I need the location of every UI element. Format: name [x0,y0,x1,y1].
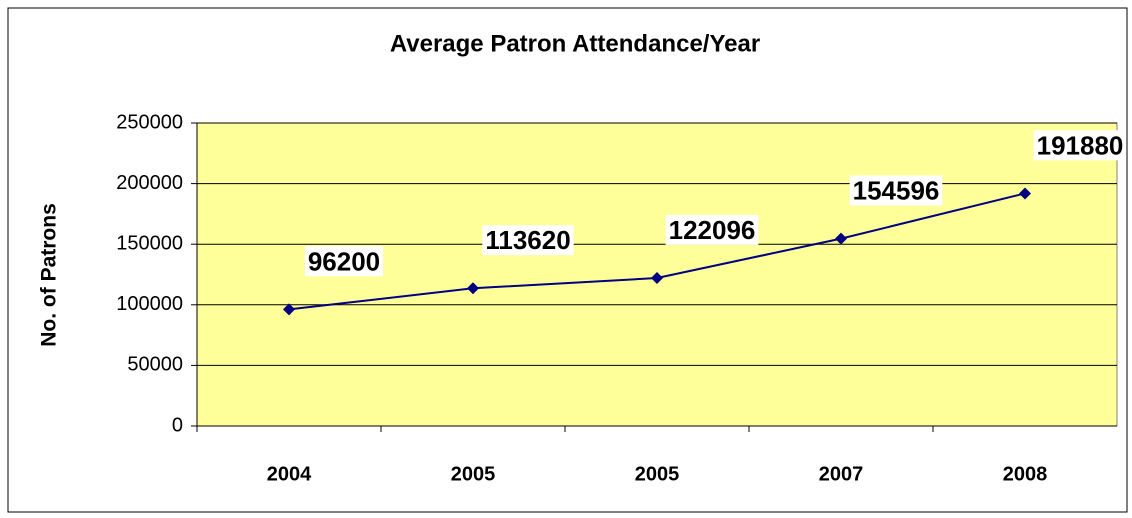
data-label: 96200 [308,246,380,276]
data-label-bg [304,246,384,277]
y-tick-label: 100000 [116,293,183,315]
data-label-bg [849,175,943,206]
marker [467,282,479,295]
data-label: 154596 [853,176,940,206]
marker [283,303,295,316]
x-tick-label: 2005 [451,463,496,485]
data-label-bg [482,225,574,256]
chart-title: Average Patron Attendance/Year [390,30,760,57]
data-label: 113620 [485,225,570,255]
data-label: 122096 [669,215,756,245]
marker [1019,187,1031,200]
x-tick-label: 2008 [1003,463,1048,485]
data-label-bg [665,214,759,245]
x-tick-label: 2005 [635,463,680,485]
y-tick-label: 200000 [116,172,183,194]
y-tick-label: 150000 [116,232,183,254]
marker [651,272,663,285]
data-label: 191880 [1037,130,1124,160]
marker [835,232,847,245]
y-tick-label: 50000 [127,354,183,376]
x-tick-label: 2004 [267,463,312,485]
y-tick-label: 0 [172,414,183,436]
y-tick-label: 250000 [116,111,183,133]
data-label-bg [1033,130,1127,161]
x-tick-label: 2007 [819,463,864,485]
y-axis-label: No. of Patrons [38,203,61,347]
